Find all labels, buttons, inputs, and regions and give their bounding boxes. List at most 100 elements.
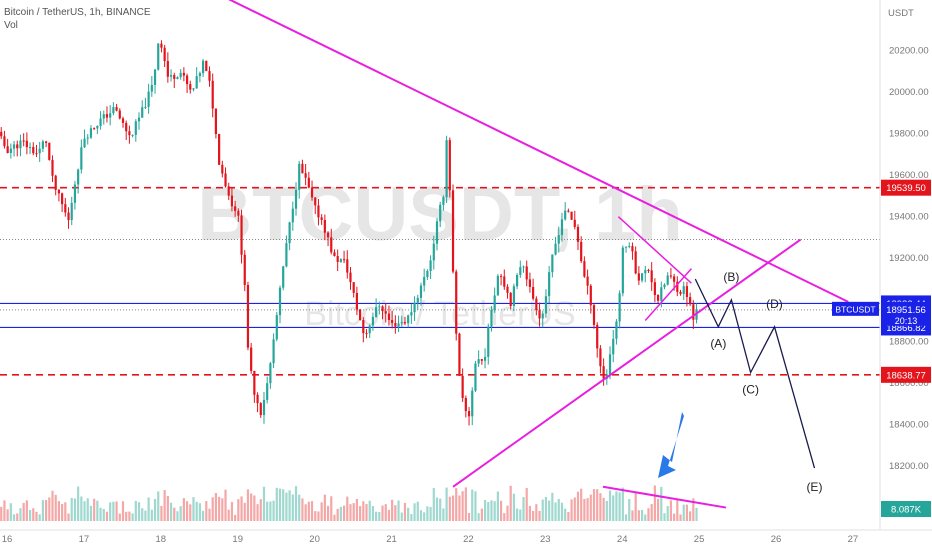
volume-bar (250, 493, 253, 521)
candle-body (512, 286, 515, 306)
candle-body (307, 177, 310, 188)
price-tag (881, 179, 931, 196)
candle-body (551, 254, 554, 273)
candle-body (656, 295, 660, 301)
x-tick-label: 21 (386, 534, 397, 545)
candle-body (368, 325, 371, 334)
candle-body (506, 286, 509, 293)
time-axis[interactable]: 16 17 18 19 20 21 22 23 24 25 26 27 (2, 534, 858, 545)
candle-body (166, 61, 169, 77)
candle-body (349, 272, 352, 283)
candle-body (618, 293, 621, 322)
x-tick-label: 27 (848, 534, 859, 545)
chart-header: Bitcoin / TetherUS, 1h, BINANCE Vol (4, 6, 151, 32)
volume-bar (234, 514, 237, 521)
candle-body (25, 140, 28, 148)
x-tick-label: 26 (771, 534, 782, 545)
candle-body (592, 305, 596, 325)
candle-body (640, 273, 644, 281)
volume-bar (67, 513, 70, 521)
volume-bar (602, 497, 605, 521)
volume-bar (282, 489, 285, 521)
candle-body (371, 316, 375, 326)
candle-body (637, 273, 640, 281)
volume-bar (605, 500, 608, 521)
candle-body (169, 75, 173, 77)
volume-bar (439, 498, 442, 521)
volume-bar (93, 498, 96, 521)
candle-body (253, 370, 256, 395)
volume-bar (195, 501, 198, 521)
candle-body (560, 219, 564, 236)
volume-bar (477, 513, 480, 521)
candle-body (314, 197, 317, 206)
trendline-vol-trend (602, 485, 727, 509)
candle-body (416, 297, 419, 303)
price-tag (881, 366, 931, 383)
candle-body (339, 259, 342, 262)
candle-body (522, 266, 525, 268)
candle-body (509, 292, 512, 306)
candle-body (426, 270, 429, 278)
candle-body (653, 282, 656, 296)
candle-body (634, 251, 637, 274)
candle-body (333, 252, 336, 256)
volume-bar (3, 500, 6, 521)
candles (0, 40, 698, 426)
volume-bar (96, 500, 99, 521)
candle-body (35, 153, 38, 155)
candle-body (682, 286, 685, 294)
candle-body (301, 163, 304, 174)
volume-bar (288, 490, 291, 521)
candle-body (458, 333, 461, 376)
candle-body (519, 267, 522, 275)
candle-body (387, 313, 391, 321)
y-tick-label: 19800.00 (889, 129, 929, 140)
volume-bar (557, 499, 560, 521)
last-price-tag (881, 301, 931, 326)
candle-body (467, 411, 471, 417)
volume-bar (12, 514, 16, 521)
candle-body (86, 137, 89, 139)
candle-body (304, 173, 307, 178)
volume-bar (397, 500, 400, 521)
candle-body (602, 366, 605, 379)
price-axis[interactable]: USDT 18200.0018400.0018600.0018800.00190… (0, 0, 932, 531)
candle-body (48, 142, 51, 160)
candle-body (282, 266, 285, 288)
candle-body (323, 219, 326, 233)
volume-bar (445, 487, 448, 521)
volume-bar (176, 511, 179, 521)
candle-body (41, 141, 44, 149)
volume-bar (201, 510, 205, 521)
candle-body (355, 292, 358, 310)
candle-body (419, 285, 423, 298)
candle-body (660, 287, 663, 301)
candle-body (112, 107, 115, 114)
candle-body (150, 84, 153, 92)
volume-badge-text: 8.087K (891, 505, 922, 516)
candle-body (631, 246, 634, 252)
candle-body (6, 146, 9, 154)
candle-body (580, 241, 583, 262)
y-tick-label: 20200.00 (889, 45, 929, 56)
volume-bar (83, 501, 86, 521)
trendline-small-upper (617, 216, 692, 284)
trendline-upper (228, 0, 849, 303)
volume-bar (695, 507, 698, 521)
candle-body (525, 266, 528, 280)
candle-body (227, 186, 230, 196)
volume-bar (634, 492, 637, 521)
volume-bar (538, 510, 541, 521)
candle-body (121, 118, 125, 123)
y-tick-label: 18400.00 (889, 419, 929, 430)
volume-bar (137, 502, 141, 521)
candle-body (32, 146, 35, 154)
volume-bar (394, 505, 397, 521)
volume-bar (150, 509, 153, 521)
candle-body (230, 195, 234, 207)
volume-bar (615, 491, 618, 521)
candle-body (516, 274, 519, 287)
candle-body (317, 205, 320, 218)
